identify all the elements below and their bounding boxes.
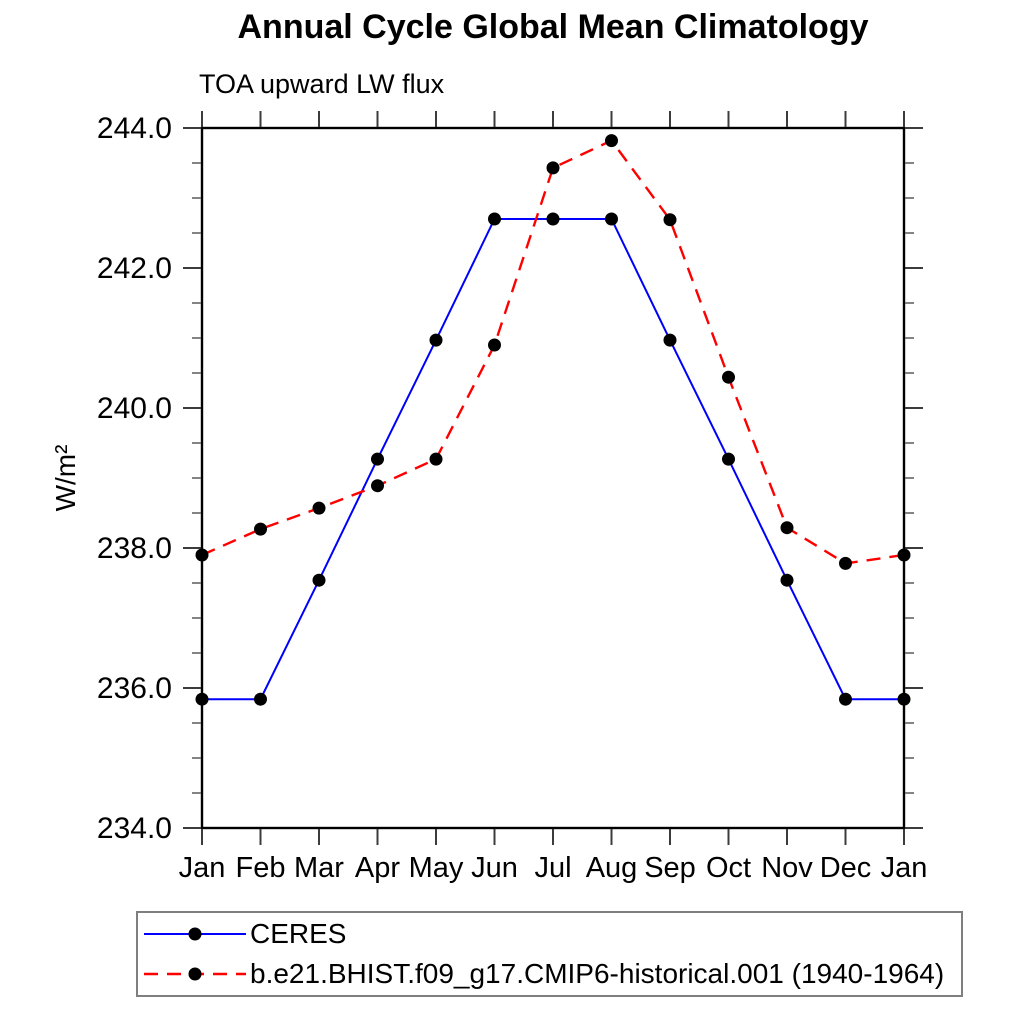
legend-label-ceres: CERES (250, 918, 347, 949)
legend-line-sample-ceres (144, 927, 246, 941)
data-point-model (429, 452, 443, 466)
x-tick-label: Jun (471, 852, 518, 884)
data-point-ceres (429, 333, 443, 347)
x-tick-label: Apr (355, 852, 400, 884)
x-tick-label: Dec (820, 852, 872, 884)
x-tick-label: Jul (534, 852, 571, 884)
data-point-ceres (897, 692, 911, 706)
y-tick-label: 238.0 (97, 532, 172, 565)
x-tick-label: May (409, 852, 464, 884)
plot-frame (200, 126, 906, 830)
data-point-model (312, 501, 326, 515)
legend-entry-model: b.e21.BHIST.f09_g17.CMIP6-historical.001… (143, 955, 961, 993)
data-point-model (546, 161, 560, 175)
data-point-model (780, 521, 794, 535)
x-tick-label: Nov (761, 852, 813, 884)
data-point-ceres (488, 212, 501, 226)
data-point-ceres (254, 692, 267, 706)
data-point-model (371, 479, 384, 493)
data-point-ceres (312, 573, 326, 587)
x-tick-label: Aug (586, 852, 638, 884)
legend-line-sample-model (144, 967, 246, 981)
data-point-model (488, 338, 501, 352)
chart-subtitle: TOA upward LW flux (199, 69, 445, 99)
data-point-model (897, 548, 911, 562)
data-point-model (605, 134, 618, 148)
x-tick-label: Jan (179, 852, 226, 884)
data-point-ceres (663, 333, 677, 347)
data-point-ceres (722, 452, 735, 466)
legend-label-model: b.e21.BHIST.f09_g17.CMIP6-historical.001… (250, 958, 945, 989)
y-tick-label: 244.0 (97, 112, 172, 145)
data-point-model (663, 213, 677, 227)
data-point-model (254, 522, 267, 536)
data-point-ceres (371, 452, 384, 466)
data-point-ceres (195, 692, 209, 706)
legend-marker-ceres (188, 927, 202, 941)
data-point-ceres (780, 573, 794, 587)
x-tick-label: Jan (881, 852, 928, 884)
data-point-ceres (605, 212, 618, 226)
chart-title: Annual Cycle Global Mean Climatology (237, 8, 869, 46)
x-tick-label: Feb (236, 852, 286, 884)
series-line-ceres (202, 218, 904, 701)
legend-marker-model (188, 967, 202, 981)
legend-entry-ceres: CERES (143, 915, 961, 953)
y-tick-label: 236.0 (97, 672, 172, 705)
x-tick-label: Oct (706, 852, 751, 884)
series-line-model (201, 139, 905, 565)
x-tick-label: Sep (644, 852, 696, 884)
y-tick-label: 234.0 (97, 812, 172, 845)
x-tick-label: Mar (294, 852, 344, 884)
data-point-ceres (546, 212, 560, 226)
data-point-model (722, 370, 735, 384)
legend-box: CERES b.e21.BHIST.f09_g17.CMIP6-historica… (136, 911, 963, 997)
data-point-model (839, 556, 852, 570)
y-tick-label: 240.0 (97, 392, 172, 425)
data-point-model (195, 548, 209, 562)
y-tick-label: 242.0 (97, 252, 172, 285)
data-point-ceres (839, 692, 852, 706)
